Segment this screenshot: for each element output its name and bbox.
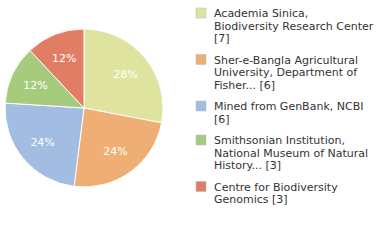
data-label: 12% bbox=[52, 52, 76, 65]
slice bbox=[74, 108, 162, 187]
legend-line: Mined from GenBank, NCBI bbox=[214, 100, 363, 113]
legend: Academia Sinica,Biodiversity Research Ce… bbox=[196, 7, 374, 206]
legend-line: University, Department of bbox=[214, 66, 358, 79]
data-label: 24% bbox=[103, 145, 127, 158]
pie bbox=[5, 29, 163, 187]
legend-swatch bbox=[196, 8, 206, 18]
data-label: 12% bbox=[23, 79, 47, 92]
legend-line: National Museum of Natural bbox=[214, 147, 368, 160]
legend-label: Centre for BiodiversityGenomics [3] bbox=[214, 181, 338, 207]
legend-swatch bbox=[196, 135, 206, 145]
slice bbox=[5, 103, 84, 186]
legend-line: Centre for Biodiversity bbox=[214, 181, 338, 194]
legend-line: [7] bbox=[214, 32, 230, 45]
data-label: 24% bbox=[30, 136, 54, 149]
legend-line: Biodiversity Research Center bbox=[214, 20, 374, 33]
legend-label: Sher-e-Bangla AgriculturalUniversity, De… bbox=[214, 54, 358, 92]
legend-line: Fisher... [6] bbox=[214, 79, 275, 92]
slice bbox=[84, 29, 163, 123]
legend-swatch bbox=[196, 55, 206, 65]
legend-line: Sher-e-Bangla Agricultural bbox=[214, 54, 358, 67]
legend-label: Smithsonian Institution,National Museum … bbox=[214, 134, 368, 172]
legend-swatch bbox=[196, 101, 206, 111]
legend-label: Academia Sinica,Biodiversity Research Ce… bbox=[214, 7, 374, 45]
data-label: 28% bbox=[113, 68, 137, 81]
chart: 28% 24% 24% 12% 12% Academia Sinica,Biodivers… bbox=[0, 0, 380, 240]
data-labels: 28% 24% 24% 12% 12% bbox=[23, 52, 137, 158]
legend-swatch bbox=[196, 182, 206, 192]
slice bbox=[30, 29, 84, 108]
legend-label: Mined from GenBank, NCBI[6] bbox=[214, 100, 363, 126]
legend-line: Genomics [3] bbox=[214, 193, 288, 206]
legend-line: History... [3] bbox=[214, 159, 281, 172]
legend-line: Smithsonian Institution, bbox=[214, 134, 345, 147]
legend-line: [6] bbox=[214, 113, 230, 126]
legend-line: Academia Sinica, bbox=[214, 7, 308, 20]
